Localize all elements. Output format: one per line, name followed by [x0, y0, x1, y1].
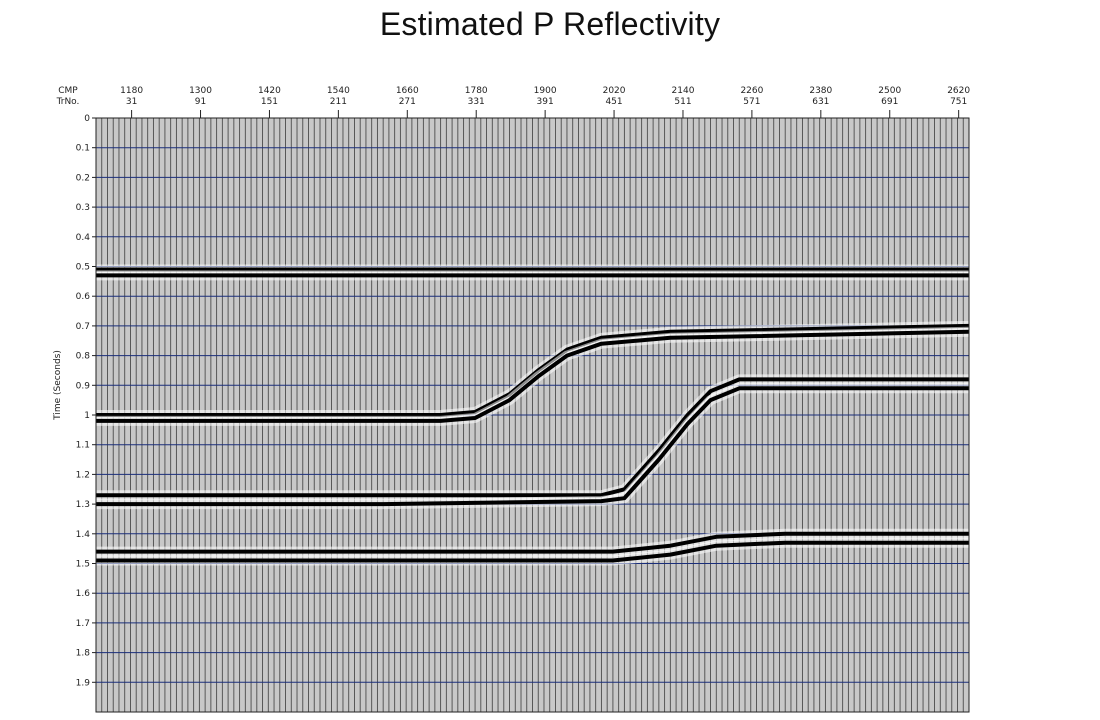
cmp-tick-label: 1180: [120, 86, 143, 96]
time-tick-label: 1.1: [76, 441, 90, 451]
cmp-tick-label: 2140: [672, 86, 695, 96]
time-axis: 0 0.1 0.2 0.3 0.4 0.5 0.6 0.7 0.8 0.9 1 1.1 1.2 1.3 1.…: [76, 114, 96, 688]
cmp-tick-label: 1540: [327, 86, 350, 96]
trace-tick-label: 211: [330, 97, 347, 107]
plot-area: [96, 118, 969, 712]
trace-tick-label: 631: [812, 97, 829, 107]
time-tick-label: 0.7: [76, 322, 90, 332]
reflector-line: [96, 329, 969, 423]
trace-tick-label: 751: [950, 97, 967, 107]
cmp-tick-label: 2260: [740, 86, 763, 96]
time-tick-label: 1.9: [76, 678, 91, 688]
trace-tick-label: 31: [126, 97, 137, 107]
time-tick-label: 1.5: [76, 560, 90, 570]
cmp-tick-label: 1660: [396, 86, 419, 96]
time-tick-label: 0.2: [76, 173, 90, 183]
trace-tick-label: 511: [674, 97, 691, 107]
cmp-tick-label: 1780: [465, 86, 488, 96]
time-tick-label: 0.8: [76, 352, 91, 362]
cmp-tick-label: 2380: [809, 86, 832, 96]
reflector-line: [96, 386, 969, 507]
y-axis-label: Time (Seconds): [53, 350, 63, 421]
trace-tick-label: 691: [881, 97, 898, 107]
cmp-row-label: CMP: [58, 86, 78, 96]
time-tick-label: 0: [84, 114, 90, 124]
trace-tick-label: 151: [261, 97, 278, 107]
time-tick-label: 1.6: [76, 589, 91, 599]
time-tick-label: 1.3: [76, 500, 90, 510]
time-tick-label: 0.6: [76, 292, 91, 302]
time-tick-label: 0.3: [76, 203, 90, 213]
cmp-tick-label: 1900: [534, 86, 557, 96]
time-tick-label: 0.1: [76, 144, 90, 154]
plot-frame: [95, 117, 970, 713]
time-tick-label: 1.7: [76, 619, 90, 629]
cmp-tick-label: 2500: [878, 86, 901, 96]
reflector-line: [96, 540, 969, 563]
time-tick-label: 0.4: [76, 233, 91, 243]
time-tick-label: 1: [84, 411, 90, 421]
time-tick-label: 1.2: [76, 470, 90, 480]
trace-tick-label: 331: [468, 97, 485, 107]
time-tick-label: 1.4: [76, 530, 91, 540]
trace-tick-label: 271: [399, 97, 416, 107]
trace-tick-label: 451: [605, 97, 622, 107]
reflector-events: [96, 264, 969, 566]
time-tick-label: 0.5: [76, 263, 90, 273]
reflector-line: [96, 377, 969, 498]
cmp-tick-label: 1300: [189, 86, 212, 96]
cmp-tick-label: 1420: [258, 86, 281, 96]
trace-tick-label: 91: [195, 97, 206, 107]
cmp-tick-label: 2020: [603, 86, 626, 96]
time-tick-label: 0.9: [76, 381, 91, 391]
trace-tick-label: 391: [537, 97, 554, 107]
trace-row-label: TrNo.: [56, 97, 80, 107]
reflector-line: [96, 531, 969, 554]
time-tick-label: 1.8: [76, 649, 91, 659]
chart-title: Estimated P Reflectivity: [379, 6, 721, 42]
cmp-tick-label: 2620: [947, 86, 970, 96]
trace-tick-label: 571: [743, 97, 760, 107]
